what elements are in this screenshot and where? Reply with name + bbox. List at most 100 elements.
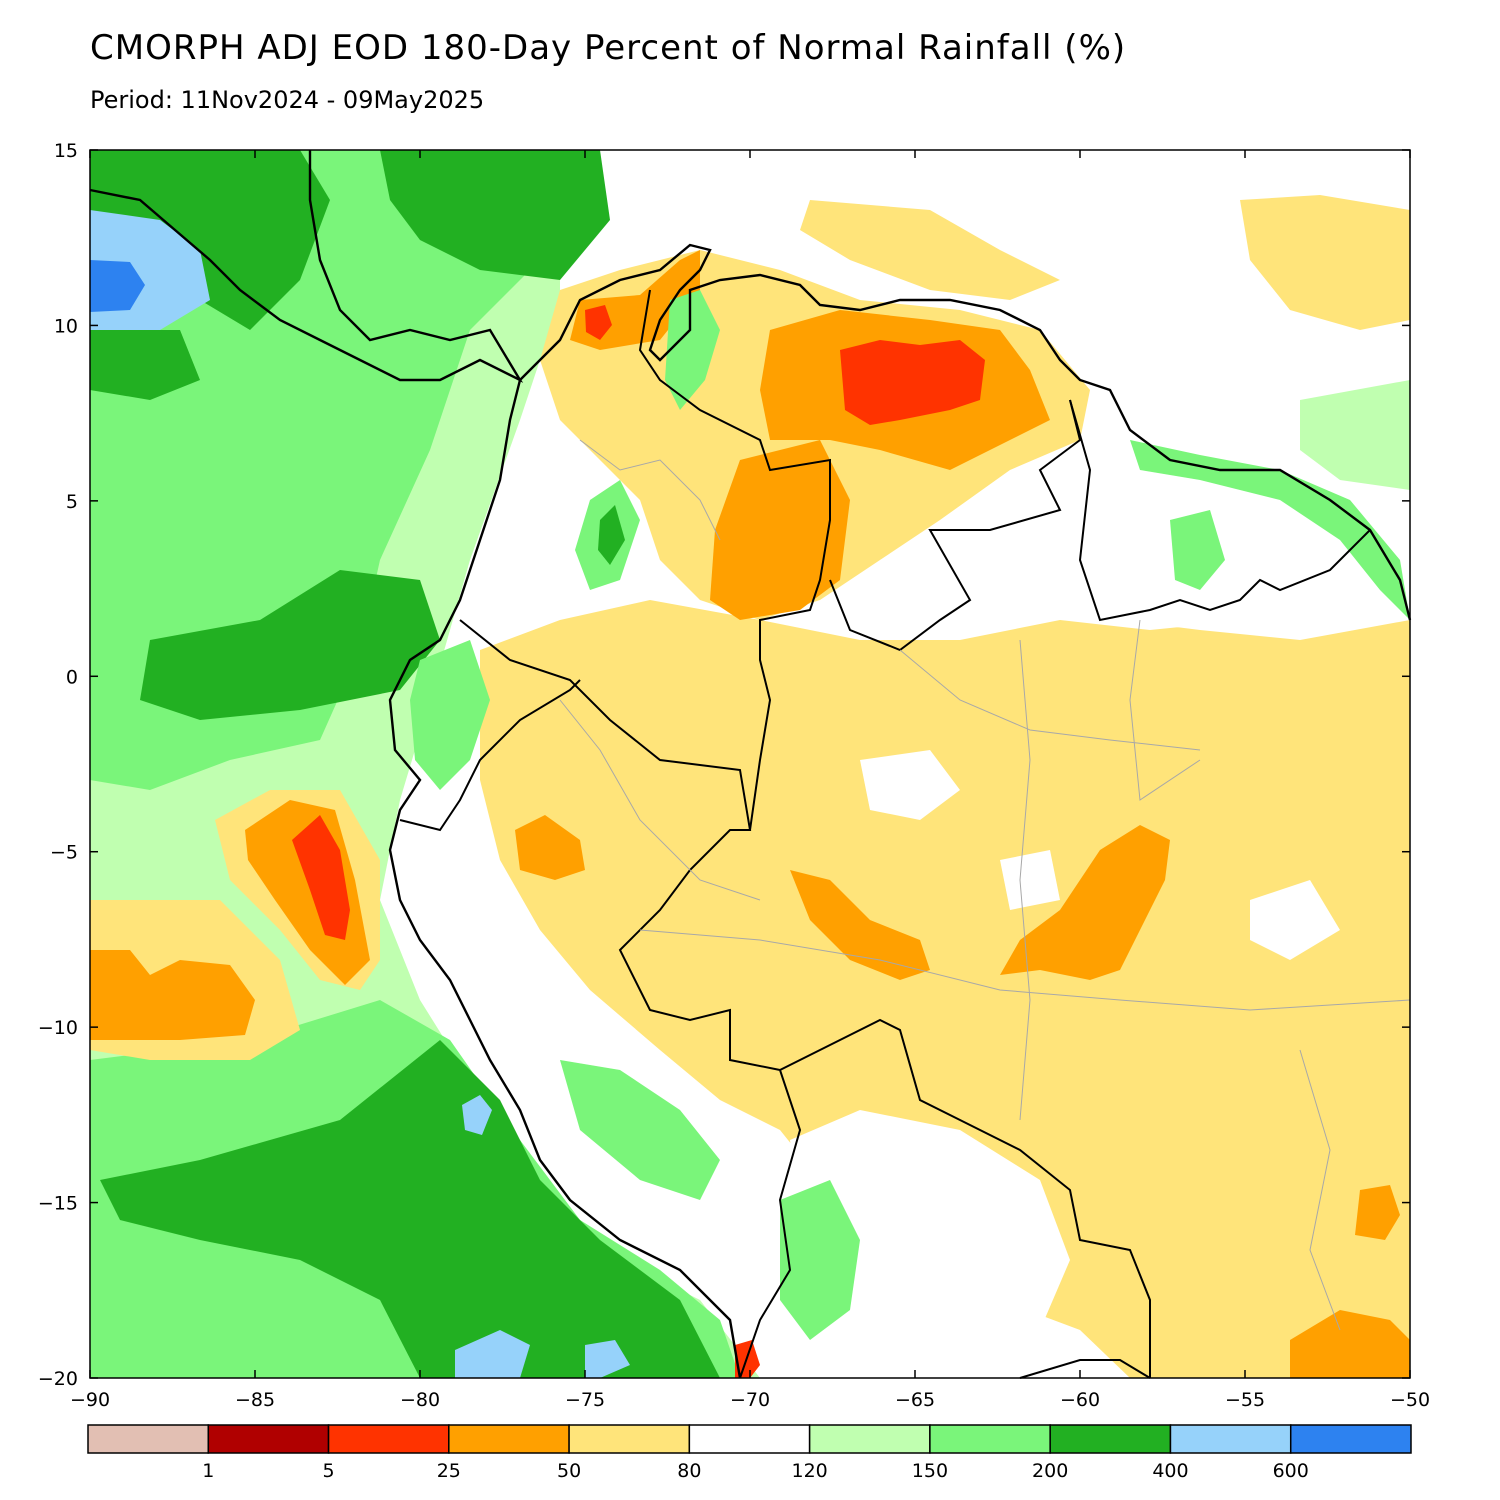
admin-line-4	[1019, 639, 1031, 1121]
rainfall-field	[90, 150, 1410, 1378]
lat-tick-label: −20	[38, 1368, 78, 1390]
colorbar-label: 1	[202, 1460, 214, 1482]
pacific-dry-red	[292, 815, 350, 940]
lat-tick-label: 0	[66, 666, 78, 688]
colorbar-swatch	[1169, 1424, 1292, 1454]
admin-line-2	[899, 649, 1201, 751]
colorbar-swatch	[568, 1424, 691, 1454]
atlantic-green	[1300, 380, 1410, 490]
lon-tick-label: −80	[400, 1389, 440, 1411]
lon-tick-label: −60	[1060, 1389, 1100, 1411]
brazil-orange-3	[1355, 1185, 1400, 1240]
pacific-dry-orange	[245, 800, 370, 985]
border-bolivia-brazil	[779, 1018, 1151, 1378]
border-colombia-peru	[459, 619, 802, 1379]
peru-coast-blue2	[455, 1330, 530, 1378]
lon-tick-label: −75	[565, 1389, 605, 1411]
amazon-white-1	[860, 750, 960, 820]
border-ecuador-peru	[399, 679, 581, 832]
carib-yellow	[800, 200, 1060, 300]
guianas-coast-green	[1130, 440, 1410, 620]
border-colombia-venezuela	[638, 289, 831, 831]
colorbar-swatch	[327, 1424, 450, 1454]
lat-tick-label: 5	[66, 491, 78, 513]
peru-coast-blue3	[585, 1340, 630, 1378]
colorbar-swatch	[1289, 1424, 1412, 1454]
amazon-white-3	[1250, 880, 1340, 960]
map-period: Period: 11Nov2024 - 09May2025	[90, 86, 485, 114]
lat-tick-label: −15	[38, 1193, 78, 1215]
central-america-coast	[89, 150, 524, 383]
lat-tick-label: −10	[38, 1017, 78, 1039]
pacific-dark-green-carib	[380, 150, 610, 280]
colorbar-swatch	[448, 1424, 570, 1454]
colorbar-label: 600	[1273, 1460, 1309, 1482]
amazon-white-2	[1000, 850, 1060, 910]
colorbar-swatch	[1049, 1424, 1172, 1454]
venezuela-red	[840, 340, 985, 425]
country-borders	[399, 289, 1371, 1379]
amazon-white-4	[880, 540, 960, 640]
map-title: CMORPH ADJ EOD 180-Day Percent of Normal…	[90, 28, 1127, 68]
colorbar-label: 5	[322, 1460, 334, 1482]
lat-tick-label: 10	[54, 315, 78, 337]
pacific-dark-green-mid	[140, 570, 440, 720]
colorbar-swatch	[87, 1424, 210, 1454]
colorbar-label: 150	[912, 1460, 948, 1482]
colombia-orange	[710, 440, 850, 620]
maracaibo-green	[665, 290, 720, 410]
lon-tick-label: −65	[895, 1389, 935, 1411]
lon-tick-label: −90	[70, 1389, 110, 1411]
south-america-coast	[519, 243, 1412, 621]
lon-tick-label: −85	[235, 1389, 275, 1411]
carib-red	[585, 305, 612, 340]
admin-line-1	[559, 699, 761, 901]
colorbar: 1 5 25 50 80 120 150 200 400 600	[87, 1424, 1412, 1482]
coastlines	[89, 150, 1412, 1379]
brazil-orange-2	[1000, 825, 1170, 980]
longitude-axis: −90 −85 −80 −75 −70 −65 −60 −55 −50	[70, 150, 1430, 1411]
lon-tick-label: −55	[1225, 1389, 1265, 1411]
admin-line-3	[639, 929, 1411, 1011]
colorbar-label: 200	[1032, 1460, 1068, 1482]
colorbar-label: 120	[792, 1460, 828, 1482]
peru-coast-blue	[462, 1095, 492, 1135]
colorbar-label: 400	[1152, 1460, 1188, 1482]
colorbar-swatch	[808, 1424, 931, 1454]
admin-boundaries	[559, 439, 1411, 1331]
admin-line-7	[1299, 1049, 1341, 1331]
amazon-yellow	[480, 600, 1410, 1378]
atlantic-yellow	[1240, 195, 1410, 330]
brazil-orange-1	[790, 870, 930, 980]
colorbar-label: 80	[677, 1460, 701, 1482]
guianas-green	[1170, 510, 1225, 590]
peru-andes-green	[560, 1060, 720, 1200]
colorbar-label: 50	[557, 1460, 581, 1482]
colorbar-swatch	[929, 1424, 1051, 1454]
bolivia-white	[790, 1110, 1070, 1360]
latitude-axis: 15 10 5 0 −5 −10 −15 −20	[38, 140, 1410, 1390]
admin-line-5	[1129, 619, 1201, 801]
peru-orange	[515, 815, 585, 880]
pacific-coast	[388, 379, 742, 1379]
colorbar-label: 25	[437, 1460, 461, 1482]
pacific-dry-orange-sw	[90, 950, 255, 1040]
pacific-dark-green-south	[100, 1040, 720, 1378]
border-paraguay	[1019, 1359, 1151, 1379]
lon-tick-label: −70	[730, 1389, 770, 1411]
bolivia-green	[780, 1180, 860, 1340]
ecuador-green	[410, 640, 490, 790]
colorbar-swatch	[207, 1424, 330, 1454]
pacific-dark-green-mid2	[90, 330, 200, 400]
admin-line-6	[579, 439, 721, 541]
lon-tick-label: −50	[1390, 1389, 1430, 1411]
brazil-orange-4	[1290, 1310, 1410, 1378]
andes-green-2	[598, 505, 625, 565]
pacific-blue	[90, 260, 145, 312]
lat-tick-label: 15	[54, 140, 78, 162]
border-venezuela-brazil	[829, 399, 1082, 652]
colorbar-swatch	[688, 1424, 811, 1454]
border-guianas	[1069, 399, 1371, 622]
lat-tick-label: −5	[50, 842, 78, 864]
